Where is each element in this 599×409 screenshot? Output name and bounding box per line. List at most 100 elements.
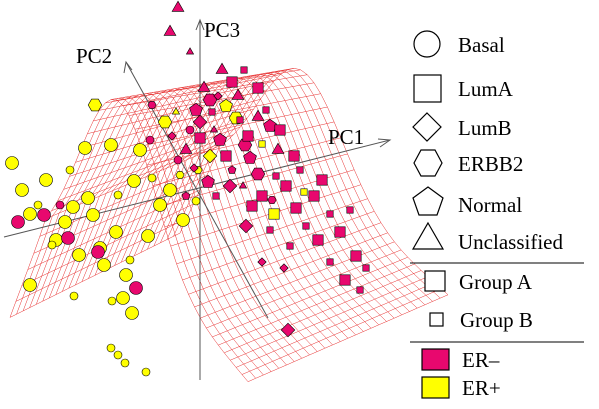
data-point-pentagon xyxy=(213,132,227,146)
data-point-circle xyxy=(113,350,123,360)
legend: Basal LumA LumB ERBB2 Normal Unclassifie… xyxy=(410,30,584,400)
legend-label-basal: Basal xyxy=(458,33,505,57)
pc3-arrowhead xyxy=(195,18,205,31)
data-point-triangle xyxy=(171,107,181,115)
data-point-square xyxy=(236,116,244,124)
data-point-circle xyxy=(127,174,141,188)
legend-size-group-b: Group B xyxy=(429,308,533,332)
legend-pentagon-icon xyxy=(412,186,444,216)
data-point-triangle xyxy=(209,125,219,133)
mesh-line xyxy=(166,70,433,302)
legend-label-group-a: Group A xyxy=(459,270,533,294)
mesh-line xyxy=(35,94,279,369)
data-point-circle xyxy=(11,215,25,229)
mesh-line xyxy=(68,88,318,352)
data-point-square xyxy=(212,192,220,200)
data-point-square xyxy=(326,258,334,266)
data-point-square xyxy=(240,66,248,74)
legend-label-er-negative: ER– xyxy=(462,348,500,372)
data-point-circle xyxy=(145,135,155,145)
data-point-circle xyxy=(125,306,139,320)
data-point-circle xyxy=(109,225,123,239)
data-point-square xyxy=(226,76,238,88)
data-point-square xyxy=(194,132,206,144)
data-point-circle xyxy=(106,343,116,353)
data-point-square xyxy=(296,166,304,174)
data-point-square xyxy=(242,130,254,142)
legend-shape-luma: LumA xyxy=(413,74,514,103)
data-point-square xyxy=(346,206,354,214)
pc1-label: PC1 xyxy=(328,125,364,149)
data-point-diamond xyxy=(257,257,267,267)
legend-square-icon xyxy=(413,74,442,103)
data-point-circle xyxy=(185,125,195,135)
data-point-circle xyxy=(5,156,19,170)
legend-label-er-positive: ER+ xyxy=(462,376,501,400)
mesh-line xyxy=(94,83,349,339)
data-point-square xyxy=(266,226,274,234)
data-point-circle xyxy=(147,173,157,183)
data-point-circle xyxy=(141,367,151,377)
data-point-circle xyxy=(37,208,51,222)
data-point-circle xyxy=(65,165,75,175)
data-point-hexagon xyxy=(175,171,185,179)
mesh-line xyxy=(62,89,310,356)
data-point-square xyxy=(326,210,334,218)
pc2-arrowhead xyxy=(123,60,133,74)
data-point-diamond xyxy=(213,91,223,101)
data-point-pentagon xyxy=(201,174,215,188)
legend-color-er-negative: ER– xyxy=(421,348,500,372)
data-point-circle xyxy=(104,138,118,152)
legend-shape-unclassified: Unclassified xyxy=(411,221,563,254)
data-point-diamond xyxy=(222,178,238,194)
legend-label-luma: LumA xyxy=(458,77,514,101)
data-point-hexagon xyxy=(157,115,173,129)
legend-size-group-a: Group A xyxy=(424,270,533,294)
legend-circle-icon xyxy=(413,30,441,58)
data-point-square xyxy=(290,202,302,214)
legend-label-normal: Normal xyxy=(458,193,522,217)
data-point-circle xyxy=(72,248,86,262)
mesh-line xyxy=(153,72,418,309)
data-point-circle xyxy=(15,183,29,197)
data-point-square xyxy=(316,174,328,186)
data-point-square xyxy=(208,108,216,116)
data-point-circle xyxy=(191,196,201,206)
data-point-pentagon xyxy=(219,98,233,112)
legend-shape-lumb: LumB xyxy=(412,112,512,142)
data-point-triangle xyxy=(185,47,195,55)
data-point-square xyxy=(334,226,346,238)
data-point-circle xyxy=(55,200,65,210)
data-point-circle xyxy=(58,215,72,229)
mesh-line xyxy=(160,71,426,305)
data-point-triangle xyxy=(163,24,177,36)
data-point-hexagon xyxy=(267,196,277,204)
mesh-line xyxy=(120,78,379,325)
data-point-circle xyxy=(23,207,37,221)
data-point-hexagon xyxy=(250,167,266,181)
mesh-line xyxy=(247,294,449,382)
data-point-triangle xyxy=(197,80,211,92)
legend-label-lumb: LumB xyxy=(458,116,512,140)
data-point-pentagon xyxy=(181,191,191,200)
data-point-circle xyxy=(39,173,53,187)
data-point-circle xyxy=(129,281,143,295)
data-point-circle xyxy=(141,229,155,243)
data-point-diamond xyxy=(167,131,177,141)
data-point-diamond xyxy=(192,114,208,130)
pc2-label: PC2 xyxy=(76,44,112,68)
data-point-circle xyxy=(153,198,167,212)
data-point-square xyxy=(300,188,308,196)
data-point-triangle xyxy=(271,142,285,154)
data-point-circle xyxy=(176,213,190,227)
data-point-circle xyxy=(69,291,79,301)
data-point-diamond xyxy=(202,148,218,164)
data-point-pentagon xyxy=(263,118,277,132)
legend-large-square-icon xyxy=(424,270,446,292)
data-point-square xyxy=(272,172,280,180)
legend-diamond-icon xyxy=(412,112,442,142)
legend-label-erbb2: ERBB2 xyxy=(458,152,523,176)
data-point-square xyxy=(302,222,310,230)
data-point-square xyxy=(274,124,286,136)
